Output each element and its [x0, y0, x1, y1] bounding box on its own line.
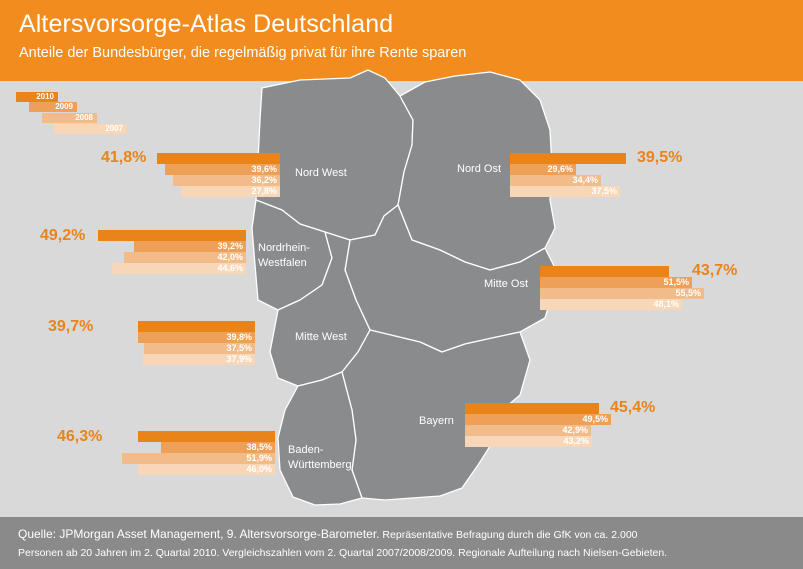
region-label-line: Mitte Ost [484, 278, 529, 290]
region-label-nord-west: Nord West [295, 166, 347, 181]
bar-2007: 44,6% [112, 263, 246, 274]
legend-item-2010: 2010 [16, 92, 58, 102]
value-2010: 49,2% [40, 227, 86, 244]
bar-2007: 37,9% [143, 354, 255, 365]
header-banner: Altersvorsorge-Atlas Deutschland Anteile… [0, 0, 803, 81]
bar-2007: 43,2% [465, 436, 592, 447]
bar-2009: 39,8% [138, 332, 255, 343]
bar-2008: 37,5% [144, 343, 255, 354]
region-label-nordrhein-westfalen: Nordrhein- Westfalen [258, 241, 310, 271]
bar-2009: 49,5% [465, 414, 611, 425]
bar-2009: 51,5% [540, 277, 692, 288]
region-label-line: Baden- [288, 444, 324, 456]
bar-2009: 39,2% [134, 241, 246, 252]
bar-2008: 34,4% [510, 175, 601, 186]
legend-item-2007: 2007 [54, 124, 127, 134]
bar-2009: 38,5% [161, 442, 275, 453]
bar-2009: 39,6% [165, 164, 280, 175]
bar-2007: 46,0% [138, 464, 275, 475]
map-region-baden-wuerttemberg [277, 371, 363, 506]
value-2010: 43,7% [692, 262, 738, 279]
source-description: Repräsentative Befragung durch die GfK v… [379, 529, 638, 541]
bar-2008: 42,0% [124, 252, 246, 263]
region-label-bayern: Bayern [419, 414, 454, 429]
region-label-line: Bayern [419, 415, 454, 427]
region-label-baden-wuerttemberg: Baden- Württemberg [288, 443, 352, 473]
bar-2007: 37,5% [510, 186, 620, 197]
region-label-mitte-ost: Mitte Ost [484, 277, 528, 292]
value-2010: 46,3% [57, 428, 103, 445]
bar-2007: 27,8% [181, 186, 280, 197]
bar-2008: 36,2% [173, 175, 280, 186]
source-line-1: Quelle: JPMorgan Asset Management, 9. Al… [18, 527, 638, 541]
region-label-line: Nordrhein- [258, 242, 310, 254]
bar-2010 [510, 153, 626, 164]
source-footer: Quelle: JPMorgan Asset Management, 9. Al… [0, 517, 803, 569]
region-label-line: Nord West [295, 167, 347, 179]
bar-2010 [138, 321, 255, 332]
bar-2010 [138, 431, 275, 442]
value-2010: 45,4% [610, 399, 656, 416]
value-2010: 39,7% [48, 318, 94, 335]
bar-2008: 51,9% [122, 453, 275, 464]
bar-2010 [540, 266, 669, 277]
region-label-line: Nord Ost [457, 163, 502, 175]
region-label-line: Württemberg [288, 459, 352, 471]
page-subtitle: Anteile der Bundesbürger, die regelmäßig… [19, 45, 467, 61]
bar-2010 [157, 153, 280, 164]
bar-2008: 55,5% [540, 288, 704, 299]
legend-item-2009: 2009 [29, 102, 77, 112]
value-2010: 41,8% [101, 149, 147, 166]
source-citation: Quelle: JPMorgan Asset Management, 9. Al… [18, 527, 380, 541]
bar-2009: 29,6% [510, 164, 576, 175]
region-label-line: Westfalen [258, 257, 307, 269]
source-line-2: Personen ab 20 Jahren im 2. Quartal 2010… [18, 547, 668, 559]
region-label-mitte-west: Mitte West [295, 330, 347, 345]
bar-2007: 48,1% [540, 299, 682, 310]
page-title: Altersvorsorge-Atlas Deutschland [19, 10, 394, 38]
bar-2010 [98, 230, 246, 241]
bar-2008: 42,9% [465, 425, 591, 436]
region-label-nord-ost: Nord Ost [457, 162, 501, 177]
region-label-line: Mitte West [295, 331, 347, 343]
bar-2010 [465, 403, 599, 414]
value-2010: 39,5% [637, 149, 683, 166]
legend-item-2008: 2008 [42, 113, 97, 123]
